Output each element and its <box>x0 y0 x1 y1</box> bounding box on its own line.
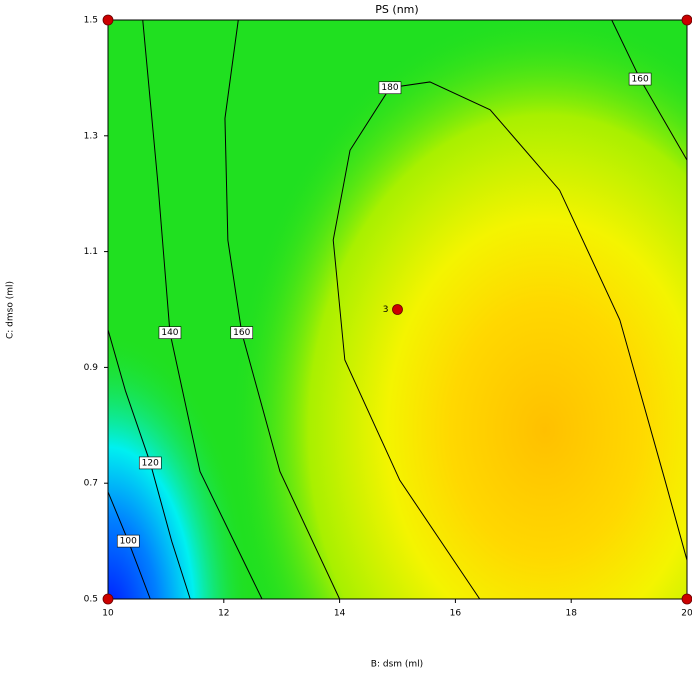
contour-label: 160 <box>632 75 649 85</box>
chart-title: PS (nm) <box>375 3 418 16</box>
y-axis-label: C: dmso (ml) <box>6 281 16 339</box>
contour-line <box>224 19 341 600</box>
design-point <box>102 14 114 26</box>
contour-label-box <box>230 326 254 339</box>
contour-label: 160 <box>233 328 250 338</box>
x-tick-label: 20 <box>681 609 692 619</box>
contour-line <box>332 81 688 600</box>
contour-line <box>142 19 263 600</box>
y-tick-label: 0.9 <box>84 363 99 373</box>
x-tick-label: 10 <box>102 609 114 619</box>
design-point <box>392 304 403 315</box>
y-tick-label: 0.7 <box>84 479 98 489</box>
y-tick-label: 1.1 <box>84 247 98 257</box>
y-tick-label: 0.5 <box>84 595 98 605</box>
design-point <box>681 14 692 26</box>
y-tick-label: 1.3 <box>84 131 98 141</box>
contour-label-box <box>116 534 140 548</box>
point-label: 3 <box>383 305 389 315</box>
contour-label-box <box>628 72 652 86</box>
contour-label: 100 <box>120 537 137 547</box>
x-tick-label: 14 <box>334 609 346 619</box>
contour-label-box <box>138 456 162 470</box>
x-tick-label: 18 <box>565 609 577 619</box>
y-tick-label: 1.5 <box>84 16 98 26</box>
contour-label: 180 <box>381 83 398 93</box>
x-tick-label: 16 <box>450 609 462 619</box>
plot-frame <box>107 19 688 600</box>
x-tick-label: 12 <box>218 609 229 619</box>
design-point <box>681 593 692 605</box>
design-point <box>102 593 114 605</box>
x-axis-label: B: dsm (ml) <box>371 660 423 670</box>
contour-label-box <box>378 81 402 95</box>
contour-label: 140 <box>161 328 178 338</box>
contour-label-box <box>158 326 182 339</box>
contour-label: 120 <box>142 458 159 468</box>
